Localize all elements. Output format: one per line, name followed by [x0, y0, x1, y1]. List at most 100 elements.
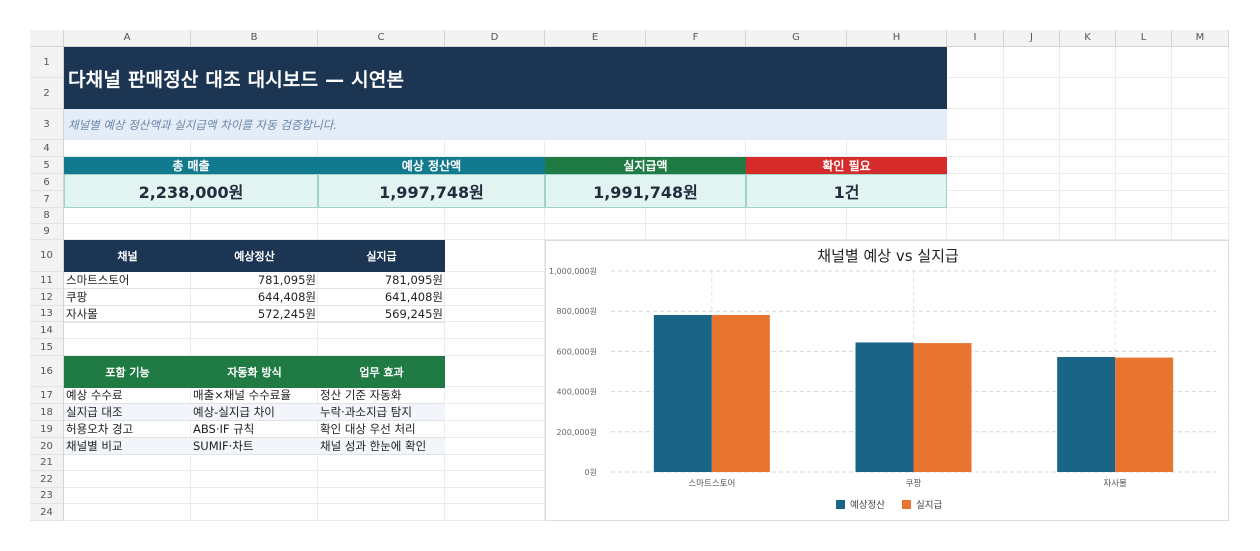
row-header[interactable]: 6 [30, 174, 64, 191]
channel-cell-name[interactable]: 쿠팡 [64, 289, 191, 306]
row-header[interactable]: 7 [30, 191, 64, 208]
kpi-header-needs-check[interactable]: 확인 필요 [746, 157, 947, 174]
chart-bar-expected[interactable] [1057, 356, 1116, 472]
chart-container[interactable]: 채널별 예상 vs 실지급 0원 200,000원 400,000원 600,000원… [545, 240, 1229, 521]
channel-cell-expected[interactable]: 644,408원 [191, 289, 318, 306]
legend-label[interactable]: 예상정산 [850, 500, 885, 511]
row-header[interactable]: 10 [30, 240, 64, 272]
row-header[interactable]: 1 [30, 47, 64, 78]
y-tick-label: 0원 [585, 468, 597, 477]
y-tick-label: 1,000,000원 [549, 267, 597, 276]
channel-table-header-actual[interactable]: 실지급 [318, 240, 445, 272]
y-tick-label: 600,000원 [557, 347, 597, 356]
channel-table-header-channel[interactable]: 채널 [64, 240, 191, 272]
row-header[interactable]: 2 [30, 78, 64, 109]
row-header[interactable]: 16 [30, 356, 64, 387]
feature-cell-feature[interactable]: 허용오차 경고 [64, 421, 191, 438]
row-header[interactable]: 8 [30, 208, 64, 224]
row-header[interactable]: 17 [30, 387, 64, 404]
gridline [64, 156, 1230, 157]
row-header[interactable]: 22 [30, 471, 64, 488]
column-header[interactable]: G [746, 30, 847, 47]
column-header[interactable]: A [64, 30, 191, 47]
row-header[interactable]: 4 [30, 140, 64, 157]
x-tick-label: 스마트스토어 [688, 478, 735, 489]
subtitle-cell[interactable]: 채널별 예상 정산액과 실지급액 차이를 자동 검증합니다. [64, 109, 947, 140]
kpi-value-expected-settlement[interactable]: 1,997,748원 [318, 174, 545, 208]
row-header[interactable]: 23 [30, 488, 64, 504]
feature-table-header-feature[interactable]: 포함 기능 [64, 356, 191, 388]
row-header[interactable]: 13 [30, 306, 64, 322]
row-header[interactable]: 18 [30, 404, 64, 421]
feature-cell-method[interactable]: SUMIF·차트 [191, 438, 318, 455]
channel-cell-expected[interactable]: 572,245원 [191, 306, 318, 323]
feature-cell-effect[interactable]: 채널 성과 한눈에 확인 [318, 438, 445, 455]
column-header[interactable]: D [445, 30, 545, 47]
feature-cell-effect[interactable]: 확인 대상 우선 처리 [318, 421, 445, 438]
chart-bar-expected[interactable] [653, 314, 712, 472]
kpi-header-expected-settlement[interactable]: 예상 정산액 [318, 157, 545, 174]
column-header[interactable]: I [947, 30, 1004, 47]
gridline [444, 47, 445, 521]
select-all-corner[interactable] [30, 30, 64, 47]
page-subtitle: 채널별 예상 정산액과 실지급액 차이를 자동 검증합니다. [68, 117, 337, 132]
kpi-value-total-sales[interactable]: 2,238,000원 [64, 174, 318, 208]
row-header[interactable]: 20 [30, 438, 64, 455]
channel-cell-expected[interactable]: 781,095원 [191, 272, 318, 289]
y-tick-label: 800,000원 [557, 307, 597, 316]
column-header[interactable]: C [318, 30, 445, 47]
feature-cell-method[interactable]: 예상-실지급 차이 [191, 404, 318, 421]
column-header[interactable]: E [545, 30, 646, 47]
feature-cell-effect[interactable]: 누락·과소지급 탐지 [318, 404, 445, 421]
chart-bar-actual[interactable] [1115, 357, 1174, 472]
gridline [64, 239, 1230, 240]
channel-cell-name[interactable]: 자사몰 [64, 306, 191, 323]
feature-cell-feature[interactable]: 예상 수수료 [64, 387, 191, 404]
feature-cell-effect[interactable]: 정산 기준 자동화 [318, 387, 445, 404]
kpi-value-needs-check[interactable]: 1건 [746, 174, 947, 208]
row-header[interactable]: 19 [30, 421, 64, 438]
row-header[interactable]: 5 [30, 157, 64, 174]
feature-cell-feature[interactable]: 채널별 비교 [64, 438, 191, 455]
gridline [190, 47, 191, 521]
column-header[interactable]: K [1060, 30, 1116, 47]
column-header[interactable]: M [1172, 30, 1229, 47]
column-header[interactable]: L [1116, 30, 1172, 47]
row-header[interactable]: 14 [30, 322, 64, 339]
row-header[interactable]: 15 [30, 339, 64, 356]
channel-cell-actual[interactable]: 781,095원 [318, 272, 445, 289]
legend-swatch [836, 500, 845, 509]
page-title: 다채널 판매정산 대조 대시보드 — 시연본 [68, 68, 405, 91]
kpi-header-actual-paid[interactable]: 실지급액 [545, 157, 746, 174]
channel-cell-name[interactable]: 스마트스토어 [64, 272, 191, 289]
row-header[interactable]: 9 [30, 224, 64, 240]
feature-cell-method[interactable]: ABS·IF 규칙 [191, 421, 318, 438]
channel-cell-actual[interactable]: 641,408원 [318, 289, 445, 306]
feature-cell-method[interactable]: 매출×채널 수수료율 [191, 387, 318, 404]
chart-title: 채널별 예상 vs 실지급 [817, 247, 959, 265]
chart-bar-actual[interactable] [913, 343, 972, 472]
channel-cell-actual[interactable]: 569,245원 [318, 306, 445, 323]
gridline [317, 47, 318, 521]
chart-bar-expected[interactable] [855, 342, 914, 472]
column-header[interactable]: F [646, 30, 746, 47]
legend-label[interactable]: 실지급 [916, 500, 942, 511]
feature-table-header-effect[interactable]: 업무 효과 [318, 356, 445, 388]
row-header[interactable]: 21 [30, 455, 64, 471]
legend-swatch [902, 500, 911, 509]
row-header[interactable]: 24 [30, 504, 64, 521]
feature-cell-feature[interactable]: 실지급 대조 [64, 404, 191, 421]
kpi-value-actual-paid[interactable]: 1,991,748원 [545, 174, 746, 208]
chart-bar-actual[interactable] [711, 314, 770, 472]
kpi-header-total-sales[interactable]: 총 매출 [64, 157, 318, 174]
gridline [64, 223, 1230, 224]
dashboard-title-cell[interactable]: 다채널 판매정산 대조 대시보드 — 시연본 [64, 47, 947, 109]
column-header[interactable]: J [1004, 30, 1060, 47]
column-header[interactable]: H [847, 30, 947, 47]
channel-table-header-expected[interactable]: 예상정산 [191, 240, 318, 272]
column-header[interactable]: B [191, 30, 318, 47]
row-header[interactable]: 12 [30, 289, 64, 306]
row-header[interactable]: 3 [30, 109, 64, 140]
row-header[interactable]: 11 [30, 272, 64, 289]
feature-table-header-method[interactable]: 자동화 방식 [191, 356, 318, 388]
